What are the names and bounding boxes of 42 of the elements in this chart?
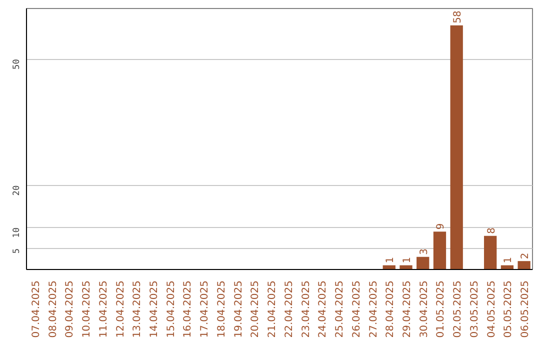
x-tick-label: 13.04.2025 (132, 280, 144, 338)
x-tick-label: 21.04.2025 (267, 280, 278, 338)
data-label: 1 (402, 256, 413, 264)
x-tick-label: 30.04.2025 (418, 280, 430, 338)
data-label: 1 (385, 256, 396, 264)
x-tick-label: 03.05.2025 (469, 280, 480, 338)
data-label: 58 (452, 10, 464, 24)
x-tick-label: 26.04.2025 (351, 280, 362, 338)
x-tick-label: 08.04.2025 (48, 280, 59, 338)
x-tick-label: 28.04.2025 (385, 280, 396, 338)
x-tick-label: 06.05.2025 (520, 280, 532, 338)
x-tick-label: 02.05.2025 (452, 280, 464, 338)
data-label: 1 (503, 256, 514, 264)
x-tick-label: 27.04.2025 (368, 280, 380, 338)
x-tick-label: 05.05.2025 (503, 280, 514, 338)
x-tick-label: 20.04.2025 (250, 280, 262, 338)
x-tick-label: 22.04.2025 (284, 280, 295, 338)
x-tick-label: 11.04.2025 (98, 280, 110, 338)
y-tick-label: 20 (12, 185, 22, 196)
x-tick-label: 04.05.2025 (486, 280, 498, 338)
data-label: 9 (436, 223, 447, 230)
x-tick-label: 15.04.2025 (166, 280, 177, 338)
data-label: 2 (520, 252, 532, 260)
x-tick-label: 07.04.2025 (30, 280, 42, 338)
x-tick-label: 19.04.2025 (233, 280, 244, 338)
data-label: 3 (418, 248, 430, 255)
x-tick-label: 18.04.2025 (216, 280, 228, 338)
x-tick-label: 24.04.2025 (318, 280, 329, 338)
x-tick-label: 14.04.2025 (149, 280, 160, 338)
data-label: 8 (486, 227, 498, 234)
x-tick-label: 25.04.2025 (334, 280, 346, 338)
x-tick-label: 29.04.2025 (402, 280, 413, 338)
x-tick-label: 09.04.2025 (64, 280, 76, 338)
x-tick-label: 12.04.2025 (115, 280, 126, 338)
y-tick-label: 50 (12, 59, 22, 70)
x-tick-label: 16.04.2025 (182, 280, 194, 338)
x-tick-label: 23.04.2025 (300, 280, 312, 338)
y-tick-label: 5 (12, 248, 22, 254)
x-tick-label: 17.04.2025 (200, 280, 211, 338)
x-tick-label: 01.05.2025 (436, 280, 447, 338)
y-tick-label: 10 (12, 227, 22, 238)
x-tick-label: 10.04.2025 (82, 280, 93, 338)
